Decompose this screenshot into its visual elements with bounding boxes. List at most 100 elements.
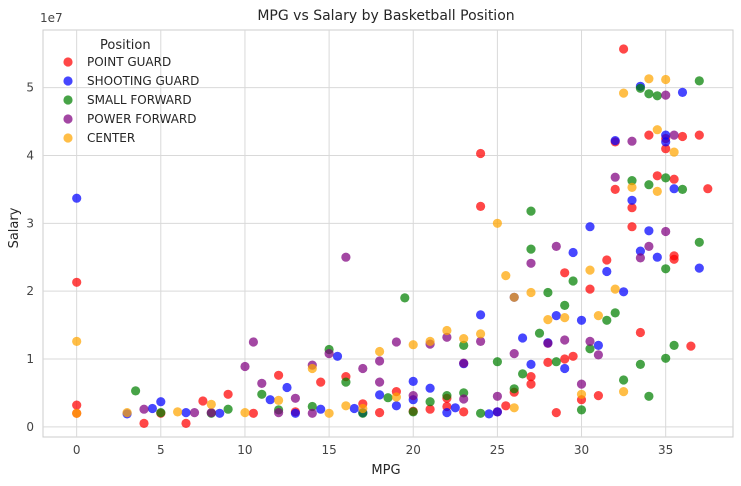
data-point	[602, 315, 612, 325]
series-power-forward	[139, 90, 679, 418]
data-point	[652, 125, 662, 135]
data-point	[215, 408, 225, 418]
data-point	[408, 391, 418, 401]
data-point	[290, 393, 300, 403]
y-tick-label: 2	[26, 284, 34, 298]
data-point	[223, 389, 233, 399]
data-point	[694, 130, 704, 140]
data-point	[408, 376, 418, 386]
data-point	[476, 336, 486, 346]
data-point	[349, 403, 359, 414]
data-point	[602, 255, 612, 265]
data-point	[568, 351, 578, 361]
data-point	[644, 130, 654, 140]
data-point	[375, 346, 385, 357]
data-point	[257, 389, 267, 399]
data-point	[560, 363, 570, 374]
data-point	[644, 241, 654, 251]
data-point	[509, 349, 519, 359]
data-point	[526, 287, 536, 298]
data-point	[652, 91, 662, 101]
data-point	[206, 399, 216, 409]
data-point	[425, 404, 435, 414]
data-point	[593, 391, 604, 401]
data-point	[358, 403, 368, 414]
data-point	[551, 357, 561, 367]
data-point	[265, 395, 275, 405]
plot-area	[42, 29, 734, 438]
data-point	[661, 226, 671, 237]
data-point	[661, 173, 671, 183]
data-point	[534, 328, 545, 338]
x-tick-label: 0	[73, 443, 81, 457]
data-point	[635, 359, 646, 369]
data-point	[644, 226, 654, 236]
data-point	[568, 247, 578, 258]
data-point	[543, 315, 553, 325]
data-point	[324, 349, 334, 359]
data-point	[459, 394, 469, 404]
data-point	[593, 340, 604, 350]
data-point	[644, 391, 654, 401]
data-point	[593, 311, 604, 321]
data-point	[442, 332, 452, 342]
data-point	[627, 203, 637, 213]
data-point	[476, 201, 486, 211]
y-scale-label: 1e7	[40, 11, 63, 25]
data-point	[307, 401, 317, 412]
data-point	[576, 315, 587, 325]
data-point	[627, 222, 637, 232]
data-point	[72, 336, 82, 346]
data-point	[661, 74, 671, 85]
data-point	[274, 370, 284, 380]
data-point	[147, 403, 157, 414]
data-point	[526, 258, 536, 268]
data-point	[694, 237, 704, 247]
data-point	[139, 418, 149, 428]
data-point	[585, 222, 595, 232]
data-point	[459, 407, 469, 417]
data-point	[694, 76, 704, 86]
y-tick-label: 1	[26, 352, 34, 366]
data-point	[627, 136, 637, 146]
data-point	[526, 359, 536, 369]
y-axis-label: Salary	[7, 207, 22, 248]
data-point	[72, 193, 82, 203]
data-point	[383, 393, 393, 403]
data-point	[518, 333, 528, 343]
data-point	[703, 184, 713, 194]
data-point	[694, 263, 704, 273]
axis-ticks: 0 5 10 15 20 25 30 35 0 1 2 3 4 5	[26, 81, 673, 457]
data-point	[610, 284, 620, 294]
x-axis-label: MPG	[371, 463, 400, 478]
data-point	[585, 344, 595, 354]
data-point	[669, 184, 679, 194]
data-point	[576, 405, 587, 415]
data-point	[509, 292, 519, 302]
data-point	[72, 408, 82, 418]
data-point	[593, 350, 604, 360]
data-point	[669, 130, 679, 140]
data-point	[459, 358, 469, 368]
data-point	[619, 387, 629, 397]
data-point	[669, 174, 679, 184]
data-point	[375, 377, 385, 387]
data-point	[652, 171, 662, 181]
data-point	[661, 130, 671, 140]
data-point	[274, 395, 284, 405]
data-point	[610, 136, 620, 146]
data-point	[585, 265, 595, 275]
data-point	[526, 244, 536, 254]
data-point	[459, 340, 469, 350]
data-point	[627, 195, 637, 205]
data-point	[198, 396, 208, 406]
data-point	[560, 354, 570, 364]
legend-item: CENTER	[63, 131, 135, 145]
data-point	[492, 391, 502, 401]
legend-item: POWER FORWARD	[63, 112, 196, 126]
data-point	[509, 384, 519, 394]
data-point	[661, 353, 671, 363]
data-point	[257, 378, 267, 388]
data-point	[644, 89, 654, 99]
data-point	[501, 271, 511, 281]
